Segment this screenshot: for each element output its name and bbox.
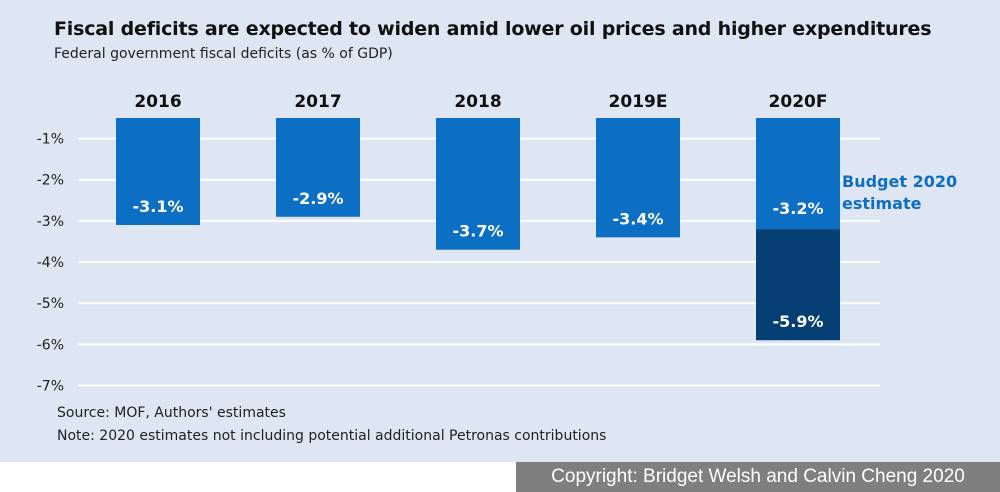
bar-value-label: -2.9% [292, 189, 343, 208]
budget-annotation: Budget 2020 [842, 172, 957, 191]
bar-budget-segment [756, 118, 840, 230]
y-tick-label: -5% [37, 296, 64, 312]
budget-annotation: estimate [842, 194, 922, 213]
bar-value-label: -5.9% [772, 312, 823, 331]
x-tick-label: 2020F [769, 92, 828, 112]
copyright-banner: Copyright: Bridget Welsh and Calvin Chen… [516, 462, 1000, 492]
x-tick-label: 2017 [294, 92, 341, 112]
chart-panel: Fiscal deficits are expected to widen am… [0, 0, 1000, 462]
bar-value-label: -3.2% [772, 199, 823, 218]
y-tick-label: -7% [37, 379, 64, 395]
bar [596, 118, 680, 238]
chart-subtitle: Federal government fiscal deficits (as %… [54, 46, 393, 62]
bar-forecast-segment [756, 229, 840, 341]
bar-value-label: -3.1% [132, 197, 183, 216]
bar [116, 118, 200, 225]
bar-value-label: -3.7% [452, 222, 503, 241]
source-note: Source: MOF, Authors' estimates [57, 405, 286, 421]
y-tick-label: -2% [37, 173, 64, 189]
bar-chart: -1% -2% -3% -4% -5% -6% -7% 2016 -3.1% 2017 -2.9% 2… [37, 92, 957, 395]
x-tick-label: 2016 [134, 92, 181, 112]
y-tick-label: -6% [37, 337, 64, 353]
y-tick-label: -1% [37, 132, 64, 148]
y-tick-label: -3% [37, 214, 64, 230]
y-tick-label: -4% [37, 255, 64, 271]
x-tick-label: 2018 [454, 92, 501, 112]
bar [436, 118, 520, 250]
chart-title: Fiscal deficits are expected to widen am… [54, 18, 932, 40]
x-tick-label: 2019E [609, 92, 668, 112]
footnote: Note: 2020 estimates not including poten… [57, 428, 607, 444]
bar-value-label: -3.4% [612, 209, 663, 228]
bar [276, 118, 360, 217]
